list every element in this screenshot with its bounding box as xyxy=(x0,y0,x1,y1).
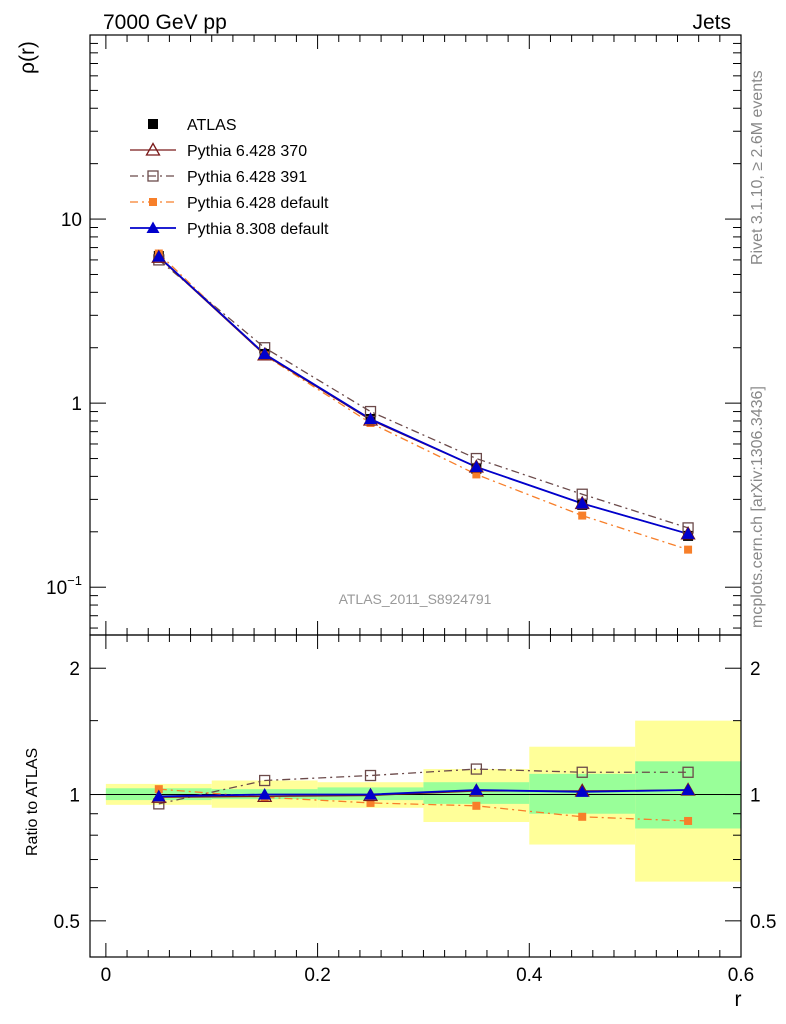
ratio-point-p8def xyxy=(681,783,695,796)
x-tick-label: 0.2 xyxy=(304,965,330,986)
ratio-point-p6def xyxy=(684,816,693,825)
y-tick-label-right: 1 xyxy=(750,786,761,807)
data-point-p8def xyxy=(364,412,378,425)
legend-marker-p391 xyxy=(147,170,159,182)
x-tick-label: 0.4 xyxy=(516,965,543,986)
x-tick-label: 0 xyxy=(101,965,112,986)
series-line-p370 xyxy=(158,256,689,535)
ratio-point-p8def xyxy=(364,788,378,800)
ratio-line-p391 xyxy=(158,768,689,805)
main-ylabel: ρ(r) xyxy=(16,41,39,74)
main-panel: 10 1 10−1 xyxy=(46,34,742,636)
ratio-point-p8def xyxy=(575,785,589,797)
legend-marker-atlas xyxy=(148,119,158,129)
ratio-point-p391 xyxy=(364,769,377,782)
legend-label: Pythia 6.428 default xyxy=(187,195,329,212)
header-right: Jets xyxy=(692,11,731,34)
ratio-ylabel: Ratio to ATLAS xyxy=(24,748,41,856)
ratio-point-p6def xyxy=(578,812,587,821)
ratio-point-p6def xyxy=(154,785,163,794)
ratio-point-p391 xyxy=(259,774,271,787)
legend-marker-p8def xyxy=(146,221,160,233)
data-point-p8def xyxy=(152,250,166,262)
data-point-p8def xyxy=(469,460,483,472)
data-point-p8def xyxy=(575,496,589,509)
y-tick-label: 1 xyxy=(69,786,80,807)
legend-marker-p6def xyxy=(149,198,157,206)
data-point-p8def xyxy=(258,347,272,359)
legend-label: Pythia 6.428 370 xyxy=(187,143,307,160)
analysis-watermark: ATLAS_2011_S8924791 xyxy=(339,591,492,607)
ratio-frame xyxy=(89,634,742,958)
y-tick-label: 10−1 xyxy=(46,573,82,599)
ratio-point-p391 xyxy=(682,766,694,778)
data-point-p6def xyxy=(472,470,481,479)
legend-marker-p370 xyxy=(145,142,161,156)
legend-label: Pythia 8.308 default xyxy=(187,221,329,238)
ratio-point-p6def xyxy=(366,798,375,807)
y-tick-label: 1 xyxy=(71,394,82,415)
data-point-p8def xyxy=(681,527,695,539)
x-tick-label: 0.6 xyxy=(728,965,754,986)
series-line-p391 xyxy=(158,259,689,529)
header-left: 7000 GeV pp xyxy=(103,11,227,34)
y-tick-label: 2 xyxy=(69,659,80,680)
ratio-point-p391 xyxy=(470,763,483,775)
ratio-line-p8def xyxy=(158,789,689,798)
legend: ATLAS Pythia 6.428 370 Pythia 6.428 391 Pyt… xyxy=(130,117,329,238)
y-tick-label-right: 0.5 xyxy=(750,912,776,933)
y-tick-exponent: −1 xyxy=(67,573,82,588)
x-axis-title: r xyxy=(735,988,742,1011)
y-tick-label: 10 xyxy=(61,210,82,231)
y-tick-label-right: 2 xyxy=(750,659,761,680)
ratio-line-p6def xyxy=(158,788,689,822)
y-tick-label: 0.5 xyxy=(54,912,80,933)
series-line-p8def xyxy=(158,255,689,535)
ratio-point-p8def xyxy=(152,789,166,802)
rivet-label: Rivet 3.1.10, ≥ 2.6M events xyxy=(749,70,766,265)
data-point-p6def xyxy=(578,511,587,520)
ratio-point-p6def xyxy=(472,801,481,810)
ratio-point-p8def xyxy=(469,783,483,796)
legend-label: ATLAS xyxy=(187,117,237,134)
series-line-p6def xyxy=(158,253,689,551)
ratio-point-p391 xyxy=(576,766,588,778)
legend-label: Pythia 6.428 391 xyxy=(187,169,307,186)
mcplots-label: mcplots.cern.ch [arXiv:1306.3436] xyxy=(749,386,766,628)
ratio-panel: 2 2 1 1 0.5 0.5 0 0.2 0.4 0.6 xyxy=(54,634,776,986)
ratio-point-p8def xyxy=(258,788,272,800)
data-point-p6def xyxy=(684,545,693,554)
